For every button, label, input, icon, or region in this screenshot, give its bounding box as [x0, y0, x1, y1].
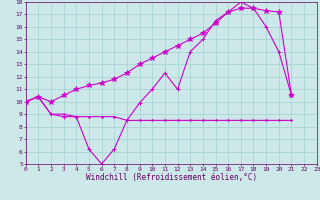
X-axis label: Windchill (Refroidissement éolien,°C): Windchill (Refroidissement éolien,°C)	[86, 173, 257, 182]
